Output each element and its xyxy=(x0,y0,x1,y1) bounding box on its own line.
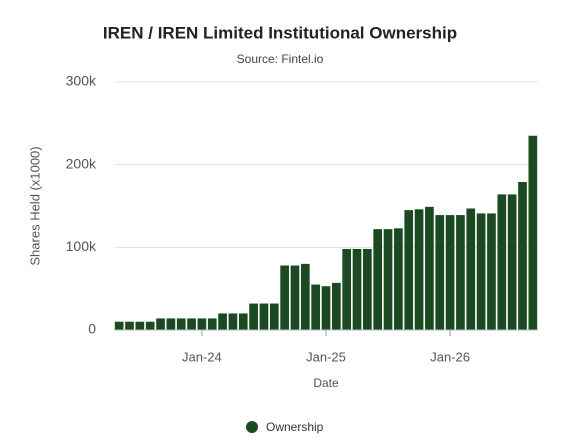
bar xyxy=(414,209,424,330)
bar xyxy=(456,215,465,330)
bar xyxy=(321,286,331,330)
bar xyxy=(435,215,445,330)
bar xyxy=(528,135,538,330)
y-axis-title: Shares Held (x1000) xyxy=(27,146,42,265)
y-tick-label: 300k xyxy=(66,73,97,89)
bar xyxy=(166,318,176,330)
bar xyxy=(125,321,134,330)
legend-label: Ownership xyxy=(266,420,324,434)
bar xyxy=(466,208,476,330)
bar xyxy=(176,318,186,330)
bar xyxy=(156,318,165,330)
bar xyxy=(331,282,341,330)
bar xyxy=(476,213,486,330)
bar xyxy=(383,229,393,330)
legend-marker xyxy=(246,421,258,433)
bar xyxy=(259,303,269,330)
bar xyxy=(342,248,352,330)
chart-title: IREN / IREN Limited Institutional Owners… xyxy=(103,23,457,42)
bar xyxy=(394,228,403,330)
bar xyxy=(218,313,227,330)
bar xyxy=(507,194,517,330)
bar xyxy=(352,248,362,330)
x-axis-title: Date xyxy=(313,376,339,390)
bar xyxy=(311,284,321,330)
chart-subtitle: Source: Fintel.io xyxy=(237,52,324,66)
bar xyxy=(187,318,196,330)
bar xyxy=(300,263,310,330)
y-tick-label: 200k xyxy=(66,155,97,171)
y-tick-label: 0 xyxy=(88,321,96,337)
bar xyxy=(290,265,300,330)
bar xyxy=(373,229,383,330)
bar xyxy=(135,321,145,330)
bar xyxy=(404,210,414,330)
x-tick-label: Jan-25 xyxy=(306,349,346,364)
bar xyxy=(269,303,279,330)
bar xyxy=(497,194,507,330)
bar xyxy=(487,213,496,330)
y-tick-label: 100k xyxy=(66,238,97,254)
bar xyxy=(425,206,434,330)
bar xyxy=(518,182,527,330)
bar xyxy=(280,265,289,330)
bar xyxy=(249,303,258,330)
bar xyxy=(228,313,238,330)
x-tick-label: Jan-26 xyxy=(430,349,470,364)
bar xyxy=(363,248,372,330)
x-tick-label: Jan-24 xyxy=(182,349,222,364)
bar xyxy=(238,313,248,330)
bar xyxy=(197,318,207,330)
bar xyxy=(114,321,124,330)
bar xyxy=(445,215,455,330)
bar xyxy=(207,318,217,330)
bar xyxy=(145,321,155,330)
